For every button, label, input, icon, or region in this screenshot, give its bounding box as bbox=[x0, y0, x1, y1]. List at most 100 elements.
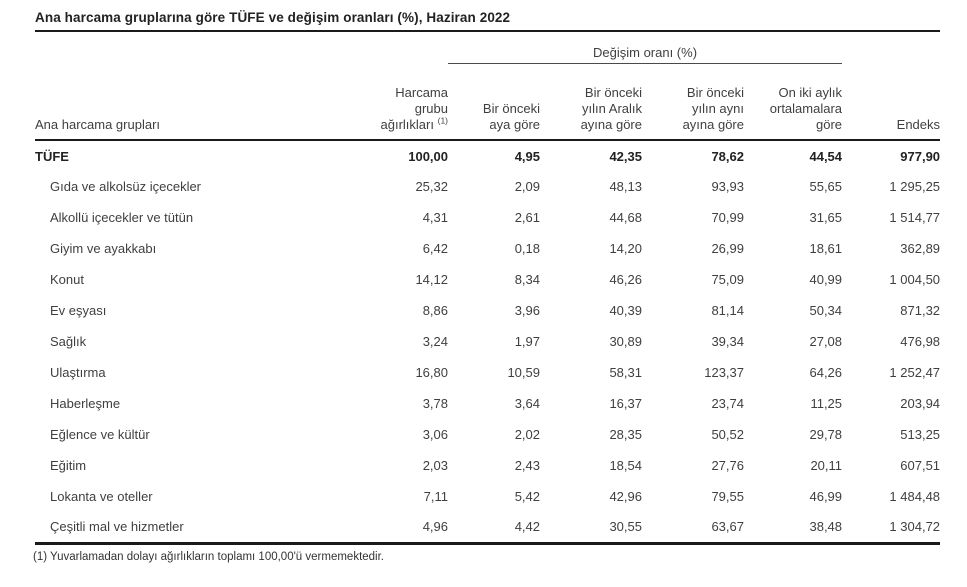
cell-twelve-month-avg: 11,25 bbox=[810, 396, 843, 411]
cell-monthly-change: 2,02 bbox=[514, 427, 540, 442]
col-header-twelve-month-avg: On iki aylık ortalamalara göre bbox=[744, 63, 843, 141]
table-row: Çeşitli mal ve hizmetler 4,96 4,42 30,55… bbox=[35, 512, 940, 543]
cell-twelve-month-avg: 40,99 bbox=[809, 272, 843, 287]
row-label: Lokanta ve oteller bbox=[50, 489, 153, 504]
cell-twelve-month-avg: 29,78 bbox=[809, 427, 843, 442]
cell-year-over-year: 39,34 bbox=[711, 334, 744, 349]
cell-weight: 14,12 bbox=[415, 272, 448, 287]
cell-weight: 8,86 bbox=[422, 303, 448, 318]
cell-twelve-month-avg: 46,99 bbox=[809, 489, 843, 504]
cpi-table: Değişim oranı (%) Ana harcama grupları H… bbox=[35, 32, 941, 545]
cell-index: 1 004,50 bbox=[889, 272, 941, 287]
cell-monthly-change: 10,59 bbox=[507, 365, 540, 380]
cell-year-over-year: 26,99 bbox=[711, 241, 744, 256]
cell-year-over-year: 23,74 bbox=[711, 396, 744, 411]
cell-index: 476,98 bbox=[900, 334, 941, 349]
cell-year-over-year: 79,55 bbox=[711, 489, 744, 504]
cell-monthly-change: 3,64 bbox=[514, 396, 540, 411]
row-label: Gıda ve alkolsüz içecekler bbox=[50, 179, 202, 194]
cell-monthly-change: 4,42 bbox=[514, 519, 540, 535]
cell-since-december: 30,89 bbox=[609, 334, 642, 349]
table-row: Gıda ve alkolsüz içecekler 25,32 2,09 48… bbox=[35, 171, 940, 202]
cell-weight: 2,03 bbox=[422, 458, 448, 473]
cell-monthly-change: 2,43 bbox=[514, 458, 540, 473]
cell-twelve-month-avg: 27,08 bbox=[809, 334, 843, 349]
group-header-row: Değişim oranı (%) bbox=[35, 32, 940, 64]
cell-weight: 4,96 bbox=[422, 519, 448, 535]
cell-year-over-year: 93,93 bbox=[711, 179, 744, 194]
cell-weight: 16,80 bbox=[415, 365, 448, 380]
row-label: Giyim ve ayakkabı bbox=[50, 241, 157, 256]
cell-since-december: 58,31 bbox=[609, 365, 642, 380]
table-row: Ulaştırma 16,80 10,59 58,31 123,37 64,26… bbox=[35, 357, 940, 388]
cell-index: 513,25 bbox=[900, 427, 941, 442]
row-label: Çeşitli mal ve hizmetler bbox=[50, 519, 184, 535]
table-row: Sağlık 3,24 1,97 30,89 39,34 27,08 476,9… bbox=[35, 326, 940, 357]
cell-twelve-month-avg: 64,26 bbox=[809, 365, 843, 380]
row-label: Haberleşme bbox=[50, 396, 121, 411]
col-header-weights: Harcama grubu ağırlıkları (1) bbox=[353, 63, 448, 141]
cell-index: 1 484,48 bbox=[889, 489, 941, 504]
footnote: (1) Yuvarlamadan dolayı ağırlıkların top… bbox=[33, 550, 384, 563]
cell-monthly-change: 2,61 bbox=[514, 210, 540, 225]
cell-year-over-year: 50,52 bbox=[711, 427, 744, 442]
table-row: Giyim ve ayakkabı 6,42 0,18 14,20 26,99 … bbox=[35, 233, 940, 264]
cell-year-over-year: 78,62 bbox=[711, 148, 744, 164]
cell-year-over-year: 81,14 bbox=[711, 303, 744, 318]
cell-twelve-month-avg: 55,65 bbox=[809, 179, 843, 194]
cell-twelve-month-avg: 18,61 bbox=[809, 241, 843, 256]
cell-index: 1 304,72 bbox=[889, 519, 941, 535]
cell-twelve-month-avg: 31,65 bbox=[809, 210, 843, 225]
cell-monthly-change: 5,42 bbox=[514, 489, 540, 504]
cell-twelve-month-avg: 38,48 bbox=[809, 519, 843, 535]
row-label: Ulaştırma bbox=[50, 365, 106, 380]
cell-year-over-year: 75,09 bbox=[711, 272, 744, 287]
cell-since-december: 46,26 bbox=[609, 272, 642, 287]
cell-weight: 25,32 bbox=[415, 179, 448, 194]
cell-twelve-month-avg: 50,34 bbox=[809, 303, 843, 318]
cell-monthly-change: 1,97 bbox=[514, 334, 540, 349]
row-label: Konut bbox=[50, 272, 84, 287]
cell-year-over-year: 27,76 bbox=[711, 458, 744, 473]
cell-monthly-change: 4,95 bbox=[514, 148, 540, 164]
cell-weight: 100,00 bbox=[408, 148, 448, 164]
cell-year-over-year: 63,67 bbox=[711, 519, 744, 535]
cell-weight: 3,24 bbox=[422, 334, 448, 349]
cell-since-december: 28,35 bbox=[609, 427, 642, 442]
table-row: Alkollü içecekler ve tütün 4,31 2,61 44,… bbox=[35, 202, 940, 233]
table-body: TÜFE 100,00 4,95 42,35 78,62 44,54 977,9… bbox=[35, 140, 940, 543]
cell-monthly-change: 2,09 bbox=[514, 179, 540, 194]
footnote-marker: (1) bbox=[437, 115, 448, 126]
col-header-monthly-change: Bir önceki aya göre bbox=[448, 63, 540, 141]
cell-since-december: 14,20 bbox=[609, 241, 642, 256]
cell-index: 1 295,25 bbox=[889, 179, 941, 194]
row-label: Ev eşyası bbox=[50, 303, 107, 318]
row-label: Eğitim bbox=[50, 458, 87, 473]
row-label: TÜFE bbox=[35, 148, 69, 164]
cell-weight: 3,06 bbox=[422, 427, 448, 442]
cell-monthly-change: 8,34 bbox=[514, 272, 540, 287]
table-row: Ev eşyası 8,86 3,96 40,39 81,14 50,34 87… bbox=[35, 295, 940, 326]
cell-weight: 7,11 bbox=[423, 489, 448, 504]
col-header-since-december: Bir önceki yılın Aralık ayına göre bbox=[540, 63, 642, 141]
cell-index: 977,90 bbox=[900, 148, 941, 164]
cell-index: 871,32 bbox=[900, 303, 941, 318]
group-header-spacer-right bbox=[842, 32, 940, 63]
cell-weight: 4,31 bbox=[422, 210, 448, 225]
cell-index: 607,51 bbox=[900, 458, 941, 473]
row-label: Eğlence ve kültür bbox=[50, 427, 150, 442]
cell-weight: 3,78 bbox=[422, 396, 448, 411]
cell-index: 362,89 bbox=[900, 241, 941, 256]
row-label: Sağlık bbox=[50, 334, 87, 349]
cell-since-december: 42,96 bbox=[609, 489, 642, 504]
table-row: Eğitim 2,03 2,43 18,54 27,76 20,11 607,5… bbox=[35, 450, 940, 481]
column-header-row: Ana harcama grupları Harcama grubu ağırl… bbox=[35, 63, 941, 141]
group-header-spacer-left bbox=[35, 32, 448, 63]
change-rate-group-header: Değişim oranı (%) bbox=[448, 32, 843, 64]
cell-since-december: 48,13 bbox=[609, 179, 642, 194]
cell-weight: 6,42 bbox=[422, 241, 448, 256]
cell-year-over-year: 123,37 bbox=[704, 365, 744, 380]
page-title: Ana harcama gruplarına göre TÜFE ve deği… bbox=[35, 10, 940, 32]
col-header-weights-label: Harcama grubu ağırlıkları bbox=[380, 85, 448, 132]
